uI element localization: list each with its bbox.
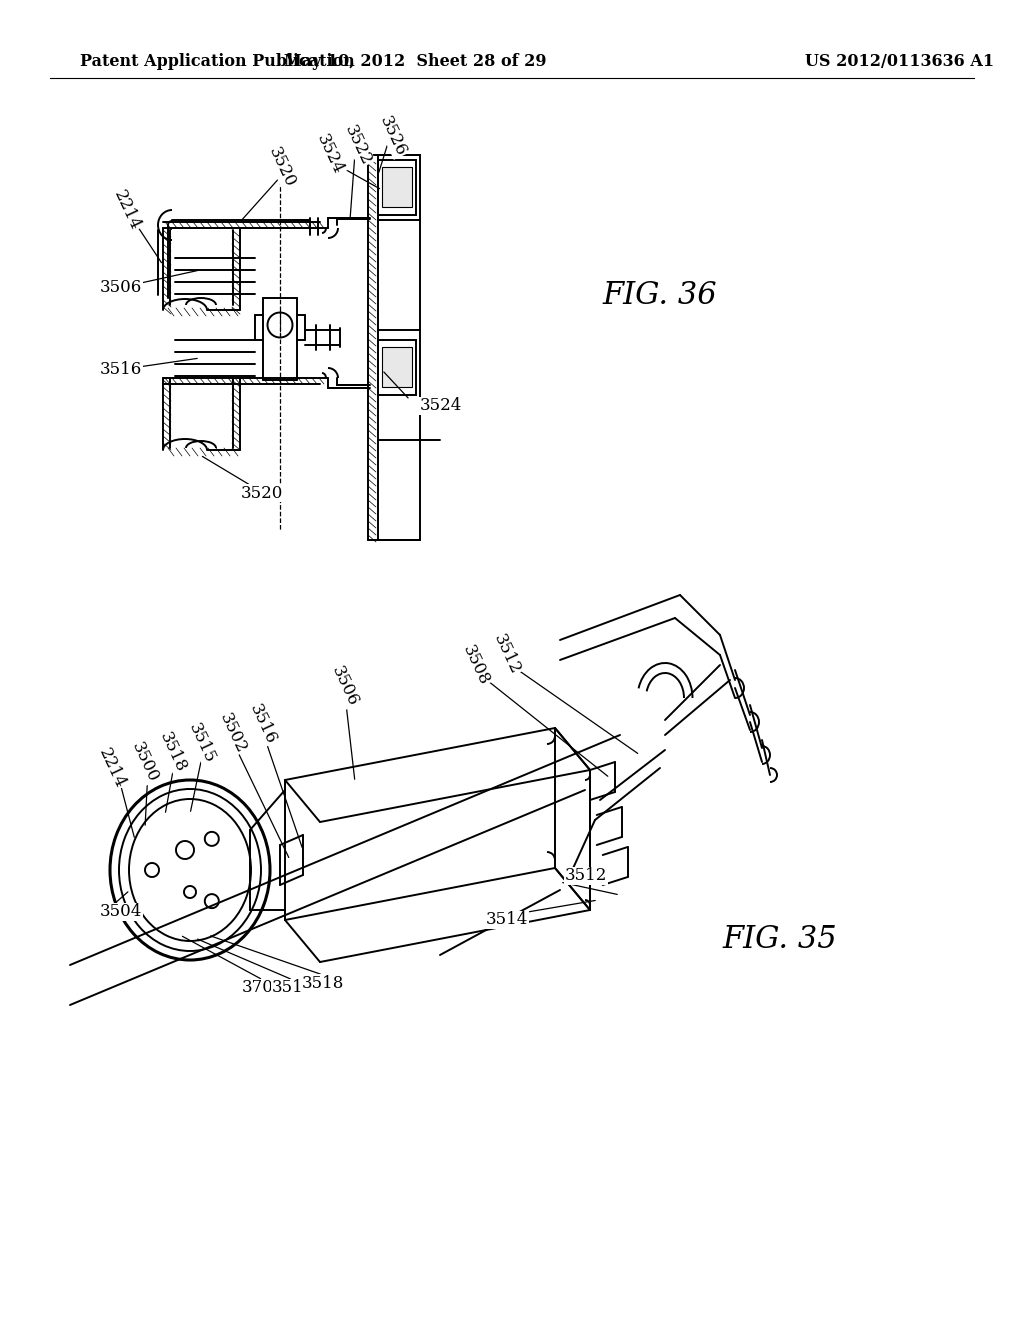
Text: 3512: 3512	[490, 631, 523, 677]
Text: 3518: 3518	[157, 729, 189, 775]
Text: 3504: 3504	[100, 903, 142, 920]
Text: 3506: 3506	[329, 663, 361, 709]
Text: 3512: 3512	[565, 867, 607, 884]
Text: 3524: 3524	[420, 397, 463, 414]
Text: May 10, 2012  Sheet 28 of 29: May 10, 2012 Sheet 28 of 29	[284, 54, 546, 70]
Text: 2214: 2214	[95, 746, 129, 791]
Bar	[382, 168, 412, 207]
Text: 3526: 3526	[377, 114, 410, 158]
Text: 3520: 3520	[265, 144, 299, 190]
Text: US 2012/0113636 A1: US 2012/0113636 A1	[806, 54, 994, 70]
Text: 3706: 3706	[242, 979, 285, 997]
Text: Patent Application Publication: Patent Application Publication	[80, 54, 354, 70]
Text: FIG. 36: FIG. 36	[603, 280, 718, 310]
Text: 3506: 3506	[100, 280, 142, 297]
Text: 3516: 3516	[247, 701, 280, 747]
Text: 3520: 3520	[241, 484, 284, 502]
Text: 3515: 3515	[185, 721, 219, 766]
Text: FIG. 35: FIG. 35	[723, 924, 838, 956]
Bar	[378, 160, 416, 215]
Text: 3508: 3508	[460, 643, 493, 688]
Text: 2214: 2214	[111, 187, 143, 232]
Text: 3522: 3522	[341, 123, 375, 168]
Text: 3514: 3514	[485, 912, 528, 928]
Text: 3516: 3516	[100, 362, 142, 379]
Text: 3502: 3502	[216, 710, 250, 756]
Text: 3500: 3500	[128, 739, 162, 785]
Bar	[382, 347, 412, 387]
Text: 3518: 3518	[302, 974, 344, 991]
Text: 3524: 3524	[313, 131, 347, 177]
Text: 3510: 3510	[271, 979, 314, 997]
Bar	[378, 341, 416, 395]
